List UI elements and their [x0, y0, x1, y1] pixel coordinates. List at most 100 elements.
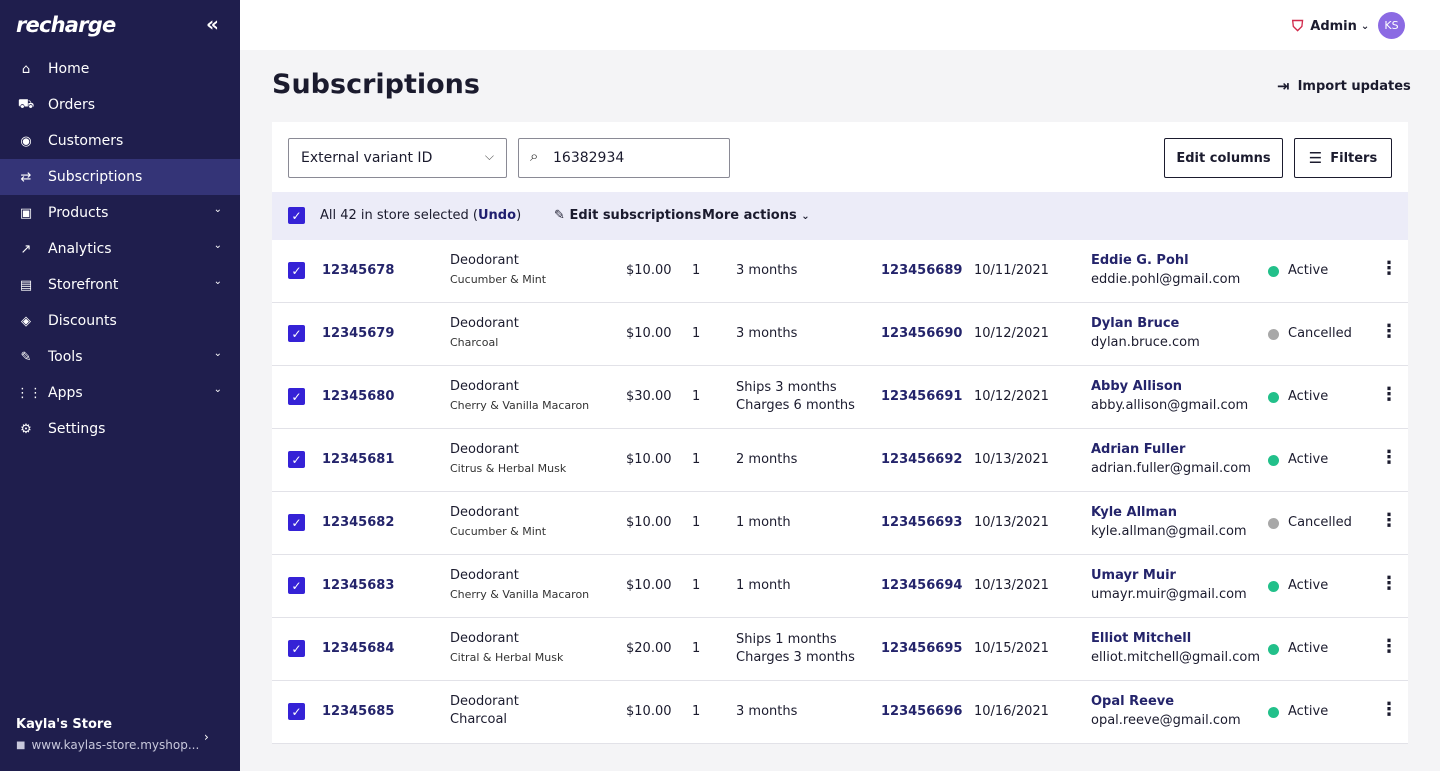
sidebar-item-tools[interactable]: ✎ Tools ⌄	[0, 339, 240, 375]
more-actions-label: More actions	[702, 208, 797, 223]
edit-columns-button[interactable]: Edit columns	[1164, 138, 1283, 178]
customer-id-link[interactable]: 123456689	[881, 263, 963, 278]
table-row: ✓ 12345683 Deodorant Cherry & Vanilla Macar…	[272, 555, 1408, 618]
price: $10.00	[626, 326, 672, 341]
frequency-ships: Ships 1 months	[736, 632, 837, 647]
table-row: ✓ 12345680 Deodorant Cherry & Vanilla Macar…	[272, 366, 1408, 429]
chevron-down-icon: ⌄	[213, 348, 222, 359]
customer-name-link[interactable]: Elliot Mitchell	[1091, 631, 1192, 646]
customer-id-link[interactable]: 123456691	[881, 389, 963, 404]
tag-icon: ◈	[21, 313, 31, 329]
subscription-id-link[interactable]: 12345681	[322, 452, 395, 467]
sidebar-item-customers[interactable]: ◉ Customers	[0, 123, 240, 159]
sidebar-item-label: Settings	[48, 421, 106, 437]
sidebar-item-analytics[interactable]: ↗ Analytics ⌄	[0, 231, 240, 267]
kebab-menu-icon[interactable]: ⋮	[1380, 573, 1398, 594]
avatar[interactable]: KS	[1378, 12, 1405, 39]
row-checkbox[interactable]: ✓	[288, 514, 305, 531]
row-checkbox[interactable]: ✓	[288, 640, 305, 657]
kebab-menu-icon[interactable]: ⋮	[1380, 510, 1398, 531]
quantity: 1	[692, 326, 701, 341]
row-checkbox[interactable]: ✓	[288, 703, 305, 720]
import-updates-button[interactable]: ⇥ Import updates	[1277, 77, 1411, 95]
more-actions-button[interactable]: More actions ⌄	[702, 208, 810, 223]
subscription-id-link[interactable]: 12345685	[322, 704, 395, 719]
customer-name-link[interactable]: Abby Allison	[1091, 379, 1183, 394]
filters-button[interactable]: ☰ Filters	[1294, 138, 1392, 178]
customer-id-link[interactable]: 123456690	[881, 326, 963, 341]
product-variant: Charcoal	[450, 336, 499, 349]
sidebar-item-home[interactable]: ⌂ Home	[0, 51, 240, 87]
customer-name-link[interactable]: Kyle Allman	[1091, 505, 1178, 520]
undo-link[interactable]: Undo	[478, 208, 517, 223]
sidebar-item-settings[interactable]: ⚙ Settings	[0, 411, 240, 447]
sidebar-item-orders[interactable]: ⛟ Orders	[0, 87, 240, 123]
subscription-id-link[interactable]: 12345679	[322, 326, 395, 341]
sidebar-item-label: Storefront	[48, 277, 119, 293]
customer-name-link[interactable]: Adrian Fuller	[1091, 442, 1186, 457]
customer-id-link[interactable]: 123456696	[881, 704, 963, 719]
row-checkbox[interactable]: ✓	[288, 451, 305, 468]
subscription-id-link[interactable]: 12345683	[322, 578, 395, 593]
next-charge-date: 10/15/2021	[974, 641, 1049, 656]
product-variant: Cucumber & Mint	[450, 273, 547, 286]
customer-id-link[interactable]: 123456694	[881, 578, 963, 593]
subscription-id-link[interactable]: 12345682	[322, 515, 395, 530]
customer-id-link[interactable]: 123456695	[881, 641, 963, 656]
kebab-menu-icon[interactable]: ⋮	[1380, 699, 1398, 720]
next-charge-date: 10/16/2021	[974, 704, 1049, 719]
customer-id-link[interactable]: 123456692	[881, 452, 963, 467]
sidebar-item-storefront[interactable]: ▤ Storefront ⌄	[0, 267, 240, 303]
next-charge-date: 10/13/2021	[974, 515, 1049, 530]
kebab-menu-icon[interactable]: ⋮	[1380, 384, 1398, 405]
product-name: Deodorant	[450, 631, 519, 646]
search-input[interactable]	[518, 138, 730, 178]
customer-email: abby.allison@gmail.com	[1091, 398, 1249, 413]
row-checkbox[interactable]: ✓	[288, 388, 305, 405]
sidebar-item-apps[interactable]: ⋮⋮ Apps ⌄	[0, 375, 240, 411]
customer-name-link[interactable]: Dylan Bruce	[1091, 316, 1180, 331]
home-icon: ⌂	[21, 61, 31, 77]
price: $20.00	[626, 641, 672, 656]
store-url: ■ www.kaylas-store.myshop...	[16, 738, 226, 752]
customer-name-link[interactable]: Eddie G. Pohl	[1091, 253, 1189, 268]
select-all-checkbox[interactable]: ✓	[288, 207, 305, 224]
row-checkbox[interactable]: ✓	[288, 262, 305, 279]
sidebar-item-label: Home	[48, 61, 90, 77]
customer-id-link[interactable]: 123456693	[881, 515, 963, 530]
subscriptions-table: ✓ 12345678 Deodorant Cucumber & Mint $10.00 1…	[272, 240, 1408, 744]
chevron-down-icon: ⌄	[1360, 20, 1370, 32]
sidebar-item-products[interactable]: ▣ Products ⌄	[0, 195, 240, 231]
customer-name-link[interactable]: Opal Reeve	[1091, 694, 1175, 709]
subscription-id-link[interactable]: 12345684	[322, 641, 395, 656]
selection-close-paren: )	[516, 208, 522, 223]
store-switcher[interactable]: Kayla's Store ■ www.kaylas-store.myshop.…	[16, 717, 226, 752]
subscription-id-link[interactable]: 12345680	[322, 389, 395, 404]
quantity: 1	[692, 263, 701, 278]
admin-menu[interactable]: ⛉ Admin ⌄	[1292, 17, 1369, 35]
price: $30.00	[626, 389, 672, 404]
filters-label: Filters	[1330, 150, 1378, 166]
subscription-id-link[interactable]: 12345678	[322, 263, 395, 278]
edit-subscriptions-button[interactable]: ✎ Edit subscriptions	[554, 208, 701, 223]
filter-field-select[interactable]: External variant ID ⌵	[288, 138, 507, 178]
kebab-menu-icon[interactable]: ⋮	[1380, 447, 1398, 468]
repeat-icon: ⇄	[20, 169, 32, 185]
row-checkbox[interactable]: ✓	[288, 577, 305, 594]
kebab-menu-icon[interactable]: ⋮	[1380, 321, 1398, 342]
sidebar-item-label: Orders	[48, 97, 96, 113]
customer-email: umayr.muir@gmail.com	[1091, 587, 1247, 602]
sidebar-item-subscriptions[interactable]: ⇄ Subscriptions	[0, 159, 240, 195]
sidebar-item-discounts[interactable]: ◈ Discounts	[0, 303, 240, 339]
double-chevron-left-icon[interactable]: «	[206, 12, 219, 36]
wrench-icon: ✎	[20, 349, 32, 365]
kebab-menu-icon[interactable]: ⋮	[1380, 636, 1398, 657]
status-badge: Cancelled	[1288, 515, 1352, 530]
product-variant: Cherry & Vanilla Macaron	[450, 399, 590, 412]
status-badge: Active	[1288, 578, 1329, 593]
customer-name-link[interactable]: Umayr Muir	[1091, 568, 1176, 583]
kebab-menu-icon[interactable]: ⋮	[1380, 258, 1398, 279]
chevron-right-icon[interactable]: ›	[204, 730, 209, 744]
price: $10.00	[626, 515, 672, 530]
row-checkbox[interactable]: ✓	[288, 325, 305, 342]
